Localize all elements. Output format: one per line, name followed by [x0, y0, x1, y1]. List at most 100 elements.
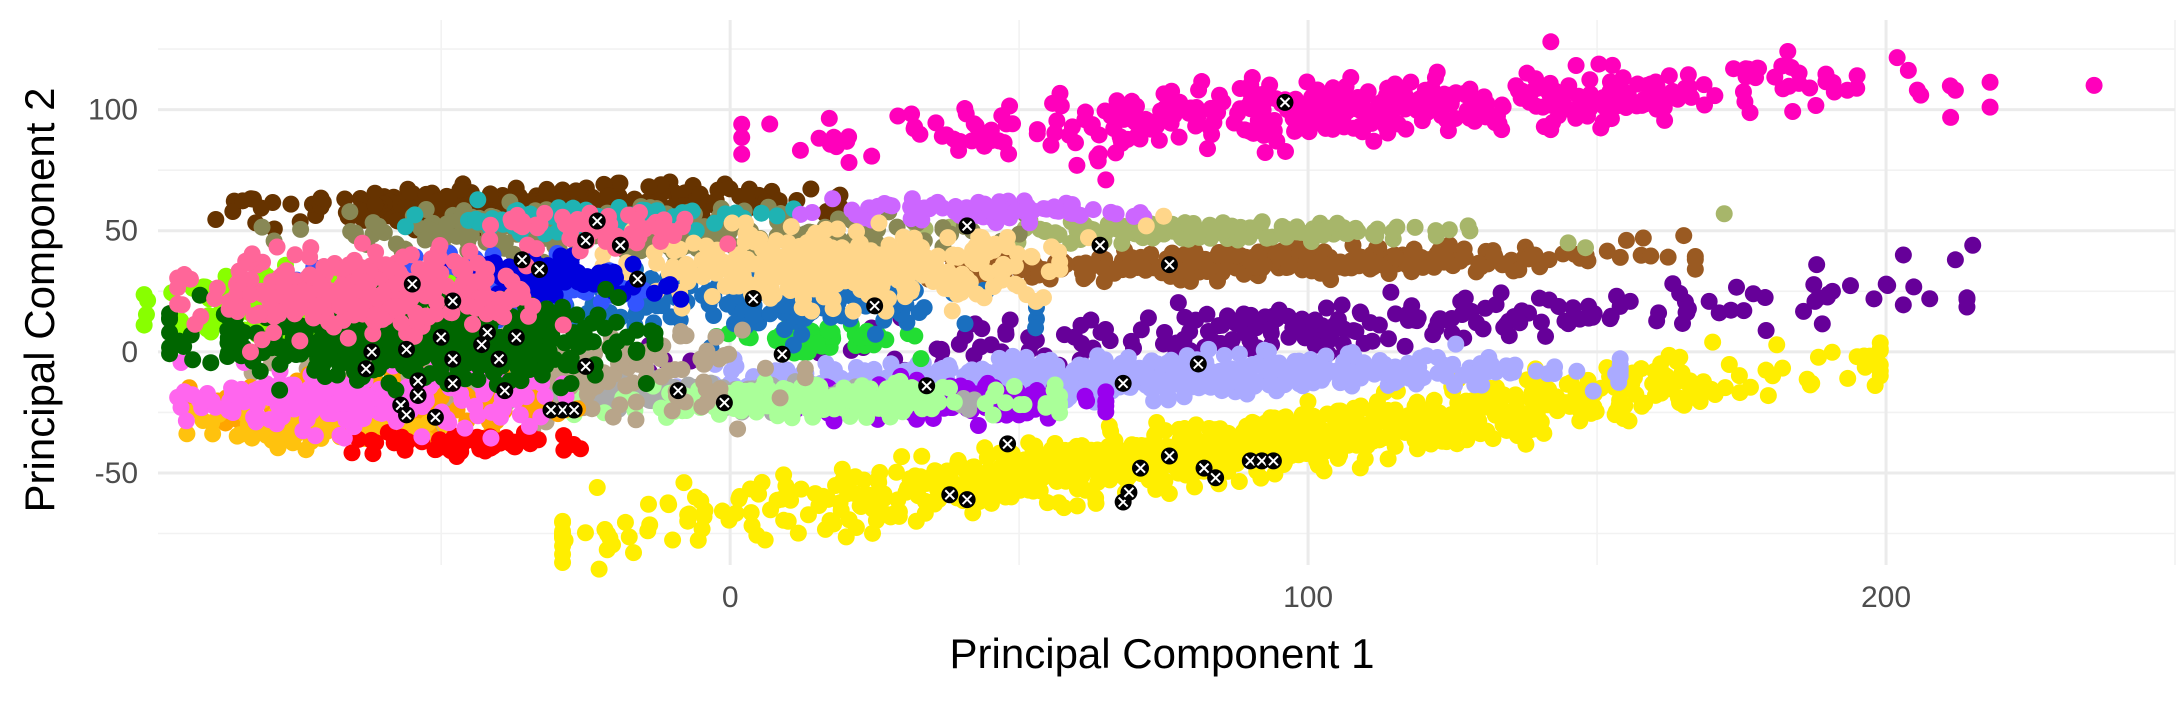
data-point: [768, 207, 786, 225]
data-point: [1795, 302, 1813, 320]
data-point: [1710, 304, 1728, 322]
data-point: [1414, 369, 1432, 387]
data-point: [775, 511, 793, 529]
data-point: [697, 237, 715, 255]
data-point: [802, 180, 820, 198]
data-point: [1572, 93, 1590, 111]
data-point: [1322, 324, 1340, 342]
data-point: [1387, 305, 1405, 323]
data-point: [1001, 311, 1019, 329]
data-point: [875, 194, 893, 212]
data-point: [1588, 94, 1606, 112]
data-point: [875, 490, 893, 508]
data-point: [1571, 310, 1589, 328]
data-point: [1679, 66, 1697, 84]
points-layer: [135, 33, 2103, 578]
data-point: [1113, 134, 1131, 152]
data-point: [1406, 218, 1424, 236]
data-point: [2085, 76, 2103, 94]
data-point: [1823, 343, 1841, 361]
data-point: [968, 476, 986, 494]
data-point: [1568, 362, 1586, 380]
data-point: [1339, 345, 1357, 363]
data-point: [1680, 78, 1698, 96]
data-point: [1092, 323, 1110, 341]
data-point: [1527, 97, 1545, 115]
data-point: [754, 265, 772, 283]
data-point: [538, 183, 556, 201]
data-point: [1759, 387, 1777, 405]
data-point: [1744, 285, 1762, 303]
data-point: [694, 268, 712, 286]
data-point: [929, 247, 947, 265]
data-point: [707, 255, 725, 273]
data-point: [1215, 347, 1233, 365]
data-point: [207, 211, 225, 229]
data-point: [1288, 317, 1306, 335]
data-point: [1734, 83, 1752, 101]
data-point: [1461, 424, 1479, 442]
data-point: [1010, 459, 1028, 477]
data-point: [1629, 75, 1647, 93]
data-point: [1019, 197, 1037, 215]
data-point: [1102, 107, 1120, 125]
data-point: [1368, 220, 1386, 238]
data-point: [1704, 333, 1722, 351]
data-point: [1921, 290, 1939, 308]
data-point: [1485, 396, 1503, 414]
data-point: [1004, 484, 1022, 502]
data-point: [1211, 420, 1229, 438]
data-point: [406, 206, 424, 224]
data-point: [1187, 117, 1205, 135]
data-point: [1475, 88, 1493, 106]
data-point: [733, 115, 751, 133]
data-point: [982, 473, 1000, 491]
data-point: [1182, 433, 1200, 451]
data-point: [1158, 354, 1176, 372]
data-point: [234, 192, 252, 210]
data-point: [944, 248, 962, 266]
data-point: [1429, 313, 1447, 331]
data-point: [1848, 67, 1866, 85]
data-point: [1584, 308, 1602, 326]
data-point: [993, 457, 1011, 475]
data-point: [1056, 441, 1074, 459]
data-point: [1097, 171, 1115, 189]
data-point: [1737, 60, 1755, 78]
data-point: [887, 463, 905, 481]
data-point: [1646, 362, 1664, 380]
data-point: [569, 183, 587, 201]
data-point: [1571, 412, 1589, 430]
data-point: [1061, 370, 1079, 388]
data-point: [1325, 363, 1343, 381]
data-point: [1462, 365, 1480, 383]
data-point: [341, 203, 359, 221]
data-point: [1426, 69, 1444, 87]
data-point: [1679, 300, 1697, 318]
data-point: [950, 202, 968, 220]
data-point: [1023, 248, 1041, 266]
data-point: [672, 290, 690, 308]
data-point: [640, 178, 658, 196]
data-point: [965, 115, 983, 133]
data-point: [955, 476, 973, 494]
data-point: [733, 321, 751, 339]
data-point: [987, 381, 1005, 399]
data-point: [984, 278, 1002, 296]
data-point: [692, 350, 710, 368]
data-point: [1090, 445, 1108, 463]
data-point: [1331, 446, 1349, 464]
data-point: [1648, 312, 1666, 330]
data-point: [1517, 435, 1535, 453]
data-point: [1000, 145, 1018, 163]
data-point: [282, 195, 300, 213]
data-point: [844, 242, 862, 260]
data-point: [766, 250, 784, 268]
data-point: [639, 522, 657, 540]
data-point: [1495, 318, 1513, 336]
data-point: [695, 373, 713, 391]
data-point: [1084, 201, 1102, 219]
data-point: [950, 335, 968, 353]
data-point: [1218, 460, 1236, 478]
data-point: [616, 513, 634, 531]
